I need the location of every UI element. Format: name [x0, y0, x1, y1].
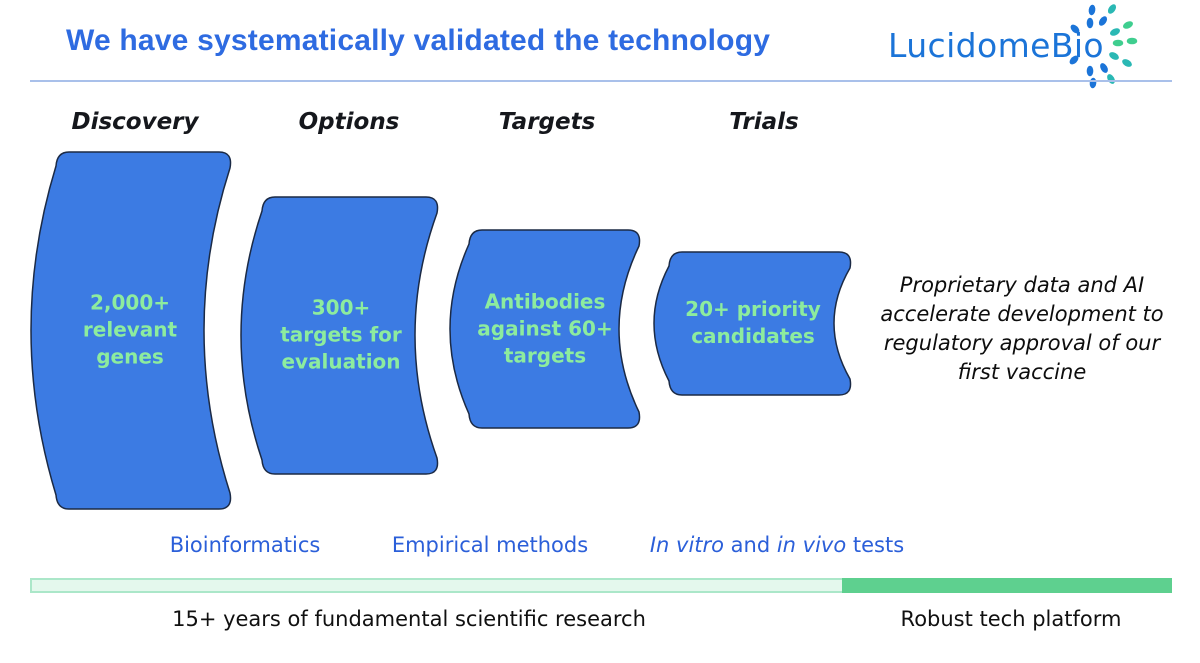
stage-label-options: Options: [298, 109, 400, 135]
stage-label-trials: Trials: [729, 109, 799, 135]
stage-label-discovery: Discovery: [71, 109, 199, 135]
tests-text: tests: [846, 533, 905, 557]
method-label-bioinformatics: Bioinformatics: [169, 533, 321, 557]
logo: LucidomeBio: [888, 4, 1138, 89]
funnel-value-targets: Antibodies against 60+ targets: [477, 289, 613, 368]
timeline-label-platform: Robust tech platform: [900, 607, 1122, 631]
and-text: and: [723, 533, 777, 557]
method-label-invitro-invivo: In vitro and in vivo tests: [650, 533, 904, 557]
title-underline: [30, 80, 1172, 82]
method-label-empirical: Empirical methods: [391, 533, 589, 557]
logo-text: LucidomeBio: [888, 25, 1105, 65]
timeline-bar: [30, 578, 1172, 593]
funnel-shape-discovery: [30, 151, 232, 510]
timeline-label-research: 15+ years of fundamental scientific rese…: [172, 607, 646, 631]
funnel-shape-targets: [449, 229, 641, 429]
page-title: We have systematically validated the tec…: [66, 24, 771, 57]
funnel-value-trials: 20+ priority candidates: [685, 297, 821, 348]
timeline-bar-platform-segment: [842, 578, 1172, 593]
funnel-shape-options: [240, 196, 439, 475]
invitro-text: In vitro: [649, 533, 724, 557]
stage-label-targets: Targets: [498, 109, 596, 135]
invivo-text: in vivo: [776, 533, 847, 557]
funnel-shape-trials: [653, 251, 852, 396]
logo-starburst-icon: [1069, 4, 1138, 89]
funnel-value-options: 300+ targets for evaluation: [280, 295, 402, 374]
funnel-value-discovery: 2,000+ relevant genes: [82, 290, 178, 369]
proprietary-note: Proprietary data and AI accelerate devel…: [880, 273, 1164, 384]
